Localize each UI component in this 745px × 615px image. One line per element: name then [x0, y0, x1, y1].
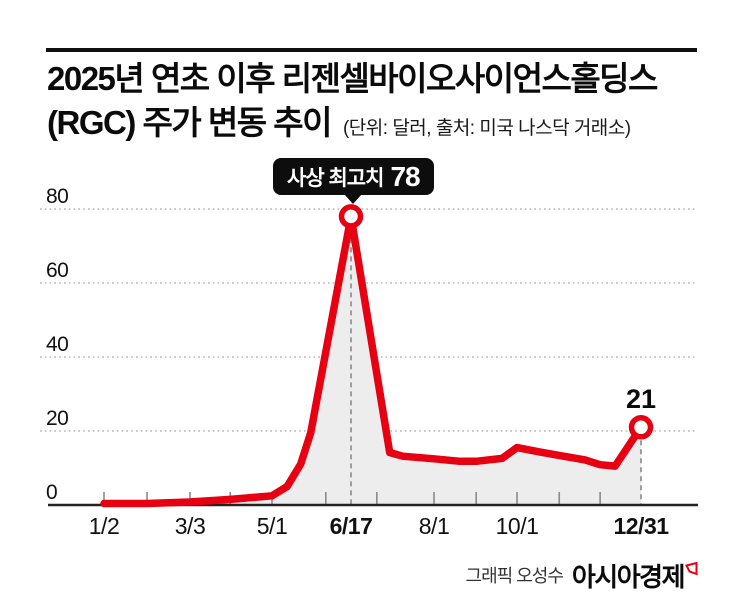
y-tick-label-0: 0 — [46, 481, 58, 504]
brand-logo-text: 아시아경제 — [571, 562, 686, 592]
marker-6-17 — [338, 204, 364, 229]
end-point-value-label: 21 — [625, 384, 657, 414]
price-line — [100, 212, 645, 508]
peak-annotation-text: 사상 최고치 — [287, 166, 384, 190]
header-rule — [46, 48, 697, 52]
x-tick-label-jan: 1/2 — [88, 513, 120, 539]
x-tick-label-peak-date: 6/17 — [329, 513, 373, 539]
brand-logo: 아시아경제 — [571, 562, 698, 592]
credit-line: 그래픽 오성수 아시아경제 — [466, 562, 698, 590]
x-tick-label-mar: 3/3 — [174, 513, 206, 539]
page-title-line2: (RGC) 주가 변동 추이 — [47, 104, 332, 141]
y-tick-label-20: 20 — [46, 407, 69, 430]
brand-flag-icon — [685, 562, 698, 576]
x-tick-label-year-end: 12/31 — [613, 513, 669, 539]
peak-annotation-value: 78 — [390, 160, 420, 192]
x-tick-label-oct: 10/1 — [495, 513, 539, 539]
marker-12-31 — [628, 415, 654, 440]
y-tick-label-60: 60 — [46, 259, 69, 282]
x-tick-label-may: 5/1 — [256, 513, 288, 539]
x-tick-label-aug: 8/1 — [418, 513, 450, 539]
y-tick-label-40: 40 — [46, 333, 69, 356]
graphic-credit: 그래픽 오성수 — [465, 566, 564, 586]
peak-annotation-callout: 사상 최고치 78 — [273, 158, 434, 195]
title-block: 2025년 연초 이후 리젠셀바이오사이언스홀딩스 (RGC) 주가 변동 추이… — [47, 57, 707, 151]
y-tick-label-80: 80 — [46, 185, 69, 208]
chart-unit-source-note: (단위: 달러, 출처: 미국 나스닥 거래소) — [342, 118, 631, 139]
page-title-line1: 2025년 연초 이후 리젠셀바이오사이언스홀딩스 — [47, 60, 658, 97]
